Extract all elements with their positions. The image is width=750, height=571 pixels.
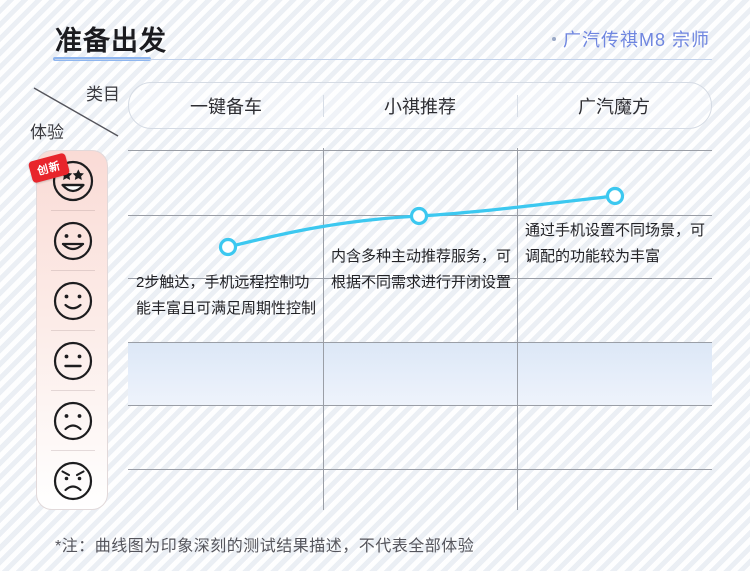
vehicle-subtitle: 广汽传祺M8 宗师 — [562, 30, 710, 50]
axis-experience-label: 体验 — [30, 123, 64, 142]
rating-level-2[interactable] — [37, 211, 109, 271]
page-title: 准备出发 — [55, 26, 167, 56]
rating-level-5[interactable] — [37, 391, 109, 451]
dot-icon — [551, 37, 556, 41]
data-point-1 — [218, 237, 238, 257]
gridline-h — [128, 342, 712, 343]
data-point-2 — [409, 206, 429, 226]
annotation-cell-2: 内含多种主动推荐服务，可根据不同需求进行开闭设置 — [331, 248, 512, 291]
neutral-face-icon — [53, 341, 93, 381]
gridline-h — [128, 405, 712, 406]
footnote: *注：曲线图为印象深刻的测试结果描述，不代表全部体验 — [55, 538, 475, 555]
rating-scale-rail — [36, 150, 108, 510]
experience-curve — [218, 186, 625, 257]
star-struck-face-icon — [52, 160, 94, 202]
rating-level-3[interactable] — [37, 271, 109, 331]
gridline-v — [517, 148, 518, 510]
gridline-h — [128, 150, 712, 151]
experience-curve-chart: 2步触达，手机远程控制功能丰富且可满足周期性控制 内含多种主动推荐服务，可根据不… — [128, 148, 712, 510]
gridline-h — [128, 278, 712, 279]
page-header: 准备出发 广汽传祺M8 宗师 — [0, 0, 750, 70]
tab-xiaoqi-tuijian[interactable]: 小祺推荐 — [323, 93, 517, 119]
axis-corner-label: 类目 体验 — [28, 80, 124, 142]
data-point-3 — [605, 186, 625, 206]
subtitle-group: 广汽传祺M8 宗师 — [551, 26, 710, 52]
rating-separator — [51, 330, 95, 331]
category-tabbar[interactable]: 一键备车 小祺推荐 广汽魔方 — [128, 82, 712, 129]
rating-level-4[interactable] — [37, 331, 109, 391]
rating-separator — [51, 450, 95, 451]
annotation-cell-3: 通过手机设置不同场景，可调配的功能较为丰富 — [525, 222, 706, 265]
rating-separator — [51, 270, 95, 271]
smiling-face-icon — [53, 281, 93, 321]
rating-separator — [51, 390, 95, 391]
rating-level-6[interactable] — [37, 451, 109, 511]
annotation-cell-1: 2步触达，手机远程控制功能丰富且可满足周期性控制 — [136, 274, 317, 317]
header-divider — [55, 59, 712, 60]
gridline-v — [323, 148, 324, 510]
grinning-face-icon — [53, 221, 93, 261]
axis-category-label: 类目 — [86, 85, 120, 104]
tab-yijian-beiche[interactable]: 一键备车 — [190, 96, 262, 117]
frowning-face-icon — [53, 401, 93, 441]
angry-sad-face-icon — [53, 461, 93, 501]
highlight-band — [128, 342, 712, 405]
gridline-h — [128, 469, 712, 470]
diagonal-slash-icon — [33, 87, 119, 137]
tab-guangqi-mofang[interactable]: 广汽魔方 — [517, 93, 711, 119]
rating-level-1[interactable] — [37, 151, 109, 211]
rating-separator — [51, 210, 95, 211]
